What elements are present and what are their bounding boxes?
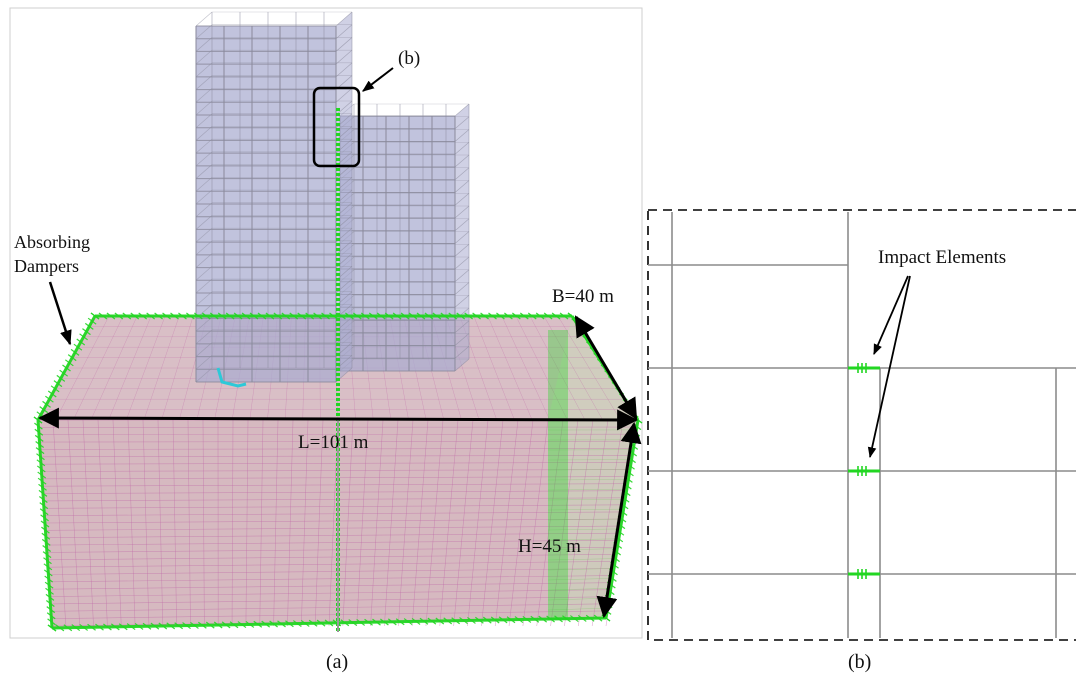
dim-H-arrow xyxy=(596,421,642,619)
impact-element-1 xyxy=(848,363,880,373)
cyan-marker xyxy=(216,367,247,388)
dim-B-label: B=40 m xyxy=(552,286,614,307)
tall-tower xyxy=(195,11,353,383)
impact-element-2 xyxy=(848,466,880,476)
dim-L-label: L=101 m xyxy=(298,432,369,453)
dim-L-arrow xyxy=(37,407,639,431)
detail-frame xyxy=(647,209,1076,641)
impact-label: Impact Elements xyxy=(878,247,1006,268)
panel-b: Impact Elements (b) xyxy=(647,209,1076,673)
impact-element-3 xyxy=(848,569,880,579)
callout-arrow xyxy=(362,67,394,92)
callout-label: (b) xyxy=(398,48,420,69)
dampers-label-1: Absorbing xyxy=(14,232,90,252)
impact-arrow-2 xyxy=(867,275,911,459)
impact-arrow-1 xyxy=(873,275,909,355)
dim-B-arrow xyxy=(574,315,638,420)
caption-a: (a) xyxy=(326,651,348,673)
caption-b: (b) xyxy=(848,651,871,673)
dim-H-label: H=45 m xyxy=(518,536,581,557)
panel-a: (b) Absorbing Dampers B=40 m L=101 m H=4… xyxy=(9,7,643,673)
dampers-arrow xyxy=(48,281,72,346)
callout-box xyxy=(312,86,361,168)
dampers-label-2: Dampers xyxy=(14,256,79,276)
